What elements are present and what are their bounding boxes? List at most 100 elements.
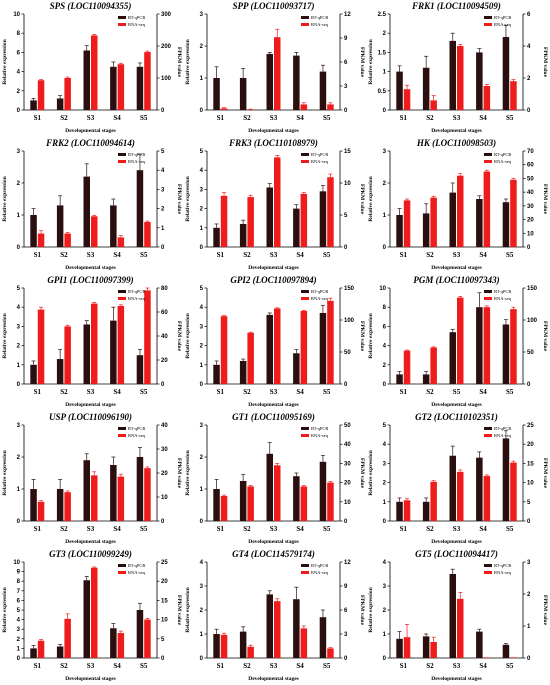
x-tick-label: S2 (60, 525, 68, 533)
y2-tick-label: 20 (161, 358, 168, 364)
legend-swatch-rna-seq (118, 571, 126, 574)
y-tick-label: 3 (200, 12, 204, 18)
y2-tick-label: 0 (527, 245, 531, 251)
bar-rt-qpcr (213, 634, 220, 658)
x-axis-label: Developmental stages (431, 265, 482, 271)
x-tick-label: S2 (60, 251, 68, 259)
y2-tick-label: 12 (344, 12, 351, 18)
x-tick-label: S5 (323, 388, 331, 396)
bar-rna-seq (403, 500, 411, 521)
bar-rt-qpcr (396, 638, 403, 658)
panel-title: SPP (LOC110093717) (233, 1, 315, 11)
y2-tick-label: 40 (527, 190, 534, 196)
bar-rt-qpcr (502, 202, 510, 247)
bar-rna-seq (300, 104, 308, 110)
y-axis-label: Relative expression (368, 176, 374, 221)
y-tick-label: 2 (17, 344, 21, 350)
x-axis-label: Developmental stages (65, 676, 116, 682)
bar-rna-seq (483, 86, 491, 110)
legend-swatch-rna-seq (118, 297, 126, 300)
bar-rt-qpcr (476, 457, 483, 521)
legend-swatch-rna-seq (301, 23, 309, 26)
x-tick-label: S4 (479, 525, 487, 533)
y2-axis-label: FPKM value (542, 321, 548, 352)
y2-axis-label: FPKM value (542, 184, 548, 215)
x-axis-label: Developmental stages (248, 676, 299, 682)
x-tick-label: S1 (34, 114, 42, 122)
x-tick-label: S4 (113, 662, 121, 670)
x-axis-label: Developmental stages (431, 539, 482, 545)
bar-rna-seq (37, 80, 45, 110)
x-axis-label: Developmental stages (431, 676, 482, 682)
x-tick-label: S2 (60, 662, 68, 670)
x-tick-label: S5 (323, 114, 331, 122)
y-tick-label: 0 (17, 245, 21, 251)
bar-rt-qpcr (56, 98, 64, 110)
x-axis-label: Developmental stages (431, 402, 482, 408)
bar-rna-seq (430, 481, 437, 521)
bar-rt-qpcr (266, 187, 273, 247)
legend-swatch-rna-seq (484, 297, 492, 300)
bar-rt-qpcr (83, 580, 90, 658)
y-tick-label: 3 (200, 324, 204, 330)
bar-rna-seq (300, 193, 308, 247)
bar-rt-qpcr (422, 67, 430, 110)
legend-swatch-rt-qpcr (484, 427, 492, 430)
legend-label-rna-seq: RNA-seq (311, 433, 329, 438)
y-tick-label: 0 (200, 519, 204, 525)
y-tick-label: 0 (17, 519, 21, 525)
bar-rna-seq (91, 475, 98, 521)
y2-tick-label: 30 (344, 461, 351, 467)
x-tick-label: S5 (323, 251, 331, 259)
y-tick-label: 3 (200, 187, 204, 193)
y-tick-label: 4 (17, 70, 21, 76)
x-tick-label: S2 (243, 388, 251, 396)
bar-rt-qpcr (56, 205, 64, 247)
legend-swatch-rt-qpcr (118, 16, 126, 19)
bar-rna-seq (117, 237, 125, 247)
chart-panel-5: FRK3 (LOC110108979) 0 1 2 3 4 5 0 5 10 15 Relative … (185, 138, 365, 271)
y-tick-label: 5 (200, 149, 204, 155)
x-tick-label: S1 (217, 525, 225, 533)
y2-tick-label: 0 (527, 108, 531, 114)
bar-rna-seq (117, 476, 125, 521)
y-tick-label: 3 (17, 423, 21, 429)
y-tick-label: 2 (200, 344, 204, 350)
legend-label-rna-seq: RNA-seq (311, 159, 329, 164)
y-tick-label: 3 (17, 149, 21, 155)
chart-panel-6: HK (LOC110098503)0123010203040506070Rela… (368, 138, 548, 271)
x-tick-label: S1 (34, 388, 42, 396)
bar-rna-seq (64, 78, 71, 110)
bar-rt-qpcr (293, 476, 300, 521)
bar-rna-seq (274, 308, 281, 384)
x-tick-label: S4 (479, 114, 487, 122)
legend-swatch-rt-qpcr (301, 427, 309, 430)
y-tick-label: 1 (17, 213, 21, 219)
bar-rt-qpcr (476, 199, 483, 247)
x-tick-label: S4 (479, 662, 487, 670)
bar-rna-seq (144, 222, 151, 247)
y2-tick-label: 0 (344, 656, 348, 662)
y-axis-label: Relative expression (2, 313, 8, 358)
y-tick-label: 1 (383, 500, 387, 506)
chart-panel-12: GT2 (LOC110102351) 0 1 2 3 4 5 0 5 10 15 20 25 Relati… (368, 412, 548, 545)
y2-tick-label: 0 (161, 519, 165, 525)
y-tick-label: 1 (17, 363, 21, 369)
x-tick-label: S3 (87, 662, 95, 670)
y2-axis-label: FPKM value (542, 458, 548, 489)
x-tick-label: S5 (506, 114, 514, 122)
bar-rna-seq (483, 657, 491, 658)
x-axis-label: Developmental stages (248, 402, 299, 408)
y2-tick-label: 20 (527, 218, 534, 224)
y2-tick-label: 10 (527, 481, 534, 487)
y2-tick-label: 25 (161, 560, 168, 566)
bar-rt-qpcr (266, 314, 273, 384)
y2-axis-label: FPKM value (542, 595, 548, 626)
bar-rt-qpcr (422, 374, 430, 384)
y-tick-label: 2 (200, 455, 204, 461)
y-tick-label: 8 (17, 31, 21, 37)
legend-label-rna-seq: RNA-seq (494, 159, 512, 164)
bar-rna-seq (91, 216, 98, 247)
